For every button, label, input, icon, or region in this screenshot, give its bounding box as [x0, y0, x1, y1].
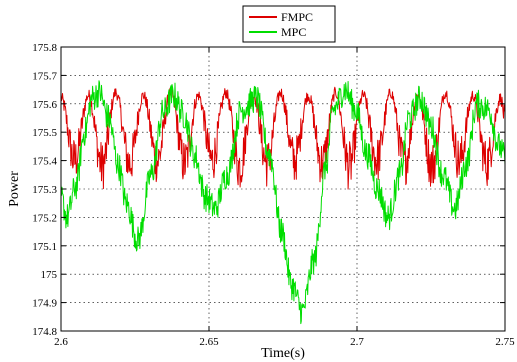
y-tick-label: 174.8	[32, 326, 57, 338]
y-tick-label: 175.4	[32, 156, 57, 168]
y-tick-label: 175.3	[32, 184, 57, 196]
y-tick-label: 174.9	[32, 298, 57, 310]
x-axis-ticks: 2.6 2.65 2.7 2.75	[54, 47, 515, 348]
legend-box	[242, 5, 336, 43]
x-tick-label: 2.6	[54, 336, 68, 348]
y-tick-label: 175.8	[32, 42, 57, 54]
x-tick-label: 2.7	[350, 336, 364, 348]
y-axis-ticks: 174.8 174.9 175 175.1 175.2 175.3 175.4 175.5 17…	[32, 42, 505, 338]
y-tick-label: 175	[41, 269, 58, 281]
y-axis-title: Power	[7, 171, 22, 207]
series-layer	[60, 80, 506, 325]
x-axis-title: Time(s)	[261, 346, 305, 361]
legend-label-fmpc: FMPC	[281, 10, 313, 24]
x-tick-label: 2.75	[495, 336, 515, 348]
y-tick-label: 175.6	[32, 99, 57, 111]
series-line-mpc	[60, 80, 506, 325]
legend-label-mpc: MPC	[281, 25, 306, 39]
series-line-fmpc	[60, 86, 506, 190]
y-tick-label: 175.1	[32, 241, 57, 253]
y-tick-label: 175.5	[32, 127, 57, 139]
y-tick-label: 175.7	[32, 70, 57, 82]
y-tick-label: 175.2	[32, 212, 57, 224]
x-tick-label: 2.65	[199, 336, 219, 348]
